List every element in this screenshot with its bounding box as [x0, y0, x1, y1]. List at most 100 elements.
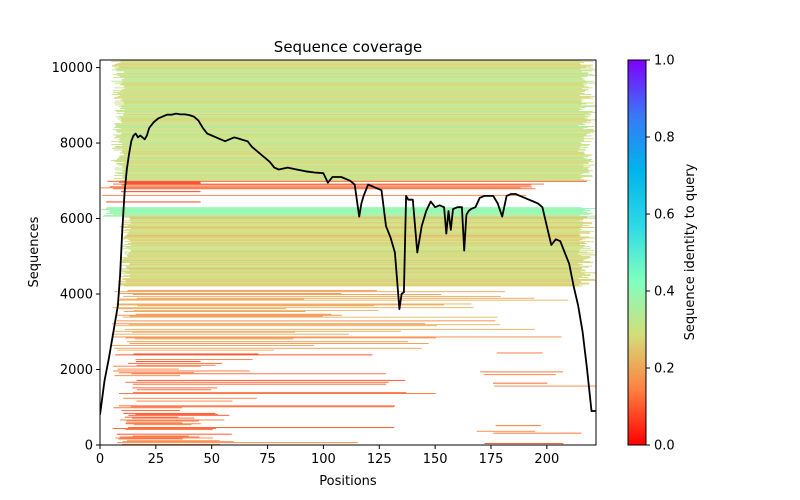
heatmap-row [117, 349, 274, 351]
heatmap-row [115, 110, 579, 111]
heatmap-row [126, 246, 584, 248]
heatmap-row [130, 223, 593, 225]
heatmap-row [120, 419, 225, 421]
heatmap-row [136, 379, 406, 381]
heatmap-row [127, 362, 222, 364]
heatmap-row [106, 207, 582, 209]
heatmap-row [116, 325, 437, 327]
heatmap-row [110, 210, 591, 211]
heatmap-row [114, 291, 505, 293]
heatmap-row [122, 278, 595, 280]
heatmap-row [114, 167, 589, 169]
heatmap-row [131, 373, 386, 375]
heatmap-row [127, 440, 220, 442]
heatmap-row [124, 111, 596, 113]
heatmap-row [124, 253, 579, 255]
heatmap-row [125, 381, 389, 383]
heatmap-row [124, 241, 594, 243]
heatmap-row [120, 61, 584, 63]
heatmap-row [125, 423, 201, 425]
heatmap-row [121, 78, 584, 80]
heatmap-row [111, 80, 595, 82]
heatmap-row [120, 261, 590, 262]
heatmap-row [126, 267, 582, 269]
heatmap-row [107, 180, 587, 182]
heatmap-row [132, 417, 195, 419]
heatmap-row [119, 115, 591, 117]
heatmap-row [493, 432, 582, 434]
heatmap-row [120, 84, 587, 86]
heatmap-row [124, 178, 584, 180]
heatmap-row [136, 364, 216, 366]
heatmap-row [121, 410, 180, 412]
heatmap-row [116, 304, 445, 306]
heatmap-row [111, 69, 596, 71]
heatmap-row [130, 221, 584, 223]
colorbar [627, 59, 647, 446]
heatmap-row [116, 129, 595, 131]
heatmap-row [119, 66, 586, 68]
heatmap-row [476, 430, 536, 432]
heatmap-row [117, 280, 581, 282]
heatmap-row [124, 77, 585, 79]
heatmap-row [124, 154, 593, 156]
y-axis: 0 2000 4000 6000 8000 10000 [52, 61, 100, 454]
heatmap-row [122, 441, 234, 443]
heatmap-row [117, 62, 580, 64]
heatmap-row [130, 406, 395, 408]
heatmap-row [122, 148, 586, 150]
heatmap-row [126, 265, 593, 267]
heatmap-row [132, 387, 218, 389]
heatmap-row [118, 106, 595, 108]
heatmap-row [123, 86, 589, 88]
heatmap-row [128, 232, 591, 234]
heatmap-row [114, 347, 422, 349]
heatmap-row [116, 159, 593, 161]
heatmap-row [118, 283, 590, 285]
heatmap-row [125, 337, 436, 339]
heatmap-row [117, 131, 594, 133]
heatmap-row [129, 263, 583, 265]
heatmap-row [106, 201, 201, 203]
heatmap-row [494, 385, 596, 387]
y-tick-label: 4000 [60, 288, 93, 303]
heatmap-row [114, 172, 590, 174]
heatmap-row [137, 389, 212, 391]
heatmap-row [483, 374, 556, 376]
heatmap-row [122, 278, 579, 279]
heatmap-row [115, 116, 589, 118]
heatmap-row [112, 64, 593, 66]
heatmap-row [120, 117, 585, 119]
heatmap-row [121, 132, 591, 134]
heatmap-row [123, 231, 590, 233]
heatmap-row [480, 371, 563, 373]
heatmap-row [124, 285, 583, 287]
heatmap-row [123, 220, 580, 222]
heatmap-row [130, 274, 591, 276]
heatmap-row [123, 237, 595, 239]
colorbar-tick-label: 0.6 [654, 208, 675, 223]
heatmap-row [132, 435, 189, 437]
heatmap-row [121, 176, 593, 178]
heatmap-row [111, 333, 349, 335]
heatmap-row [119, 94, 580, 96]
heatmap-row [122, 316, 498, 318]
heatmap-row [114, 87, 593, 89]
heatmap-row [120, 155, 591, 157]
heatmap-row [112, 74, 594, 76]
heatmap-row [124, 416, 179, 418]
x-tick-label: 75 [259, 452, 276, 467]
heatmap-row [116, 73, 589, 75]
heatmap-row [123, 236, 590, 238]
heatmap-row [115, 126, 595, 128]
heatmap-row [121, 259, 585, 261]
heatmap-row [113, 102, 594, 104]
heatmap-row [104, 214, 580, 216]
heatmap-row [117, 442, 358, 444]
heatmap-row [118, 438, 183, 440]
heatmap-row [123, 72, 589, 74]
heatmap-row [111, 144, 591, 145]
heatmap-row [129, 315, 323, 317]
heatmap-row [123, 101, 582, 103]
heatmap-row [131, 242, 585, 244]
